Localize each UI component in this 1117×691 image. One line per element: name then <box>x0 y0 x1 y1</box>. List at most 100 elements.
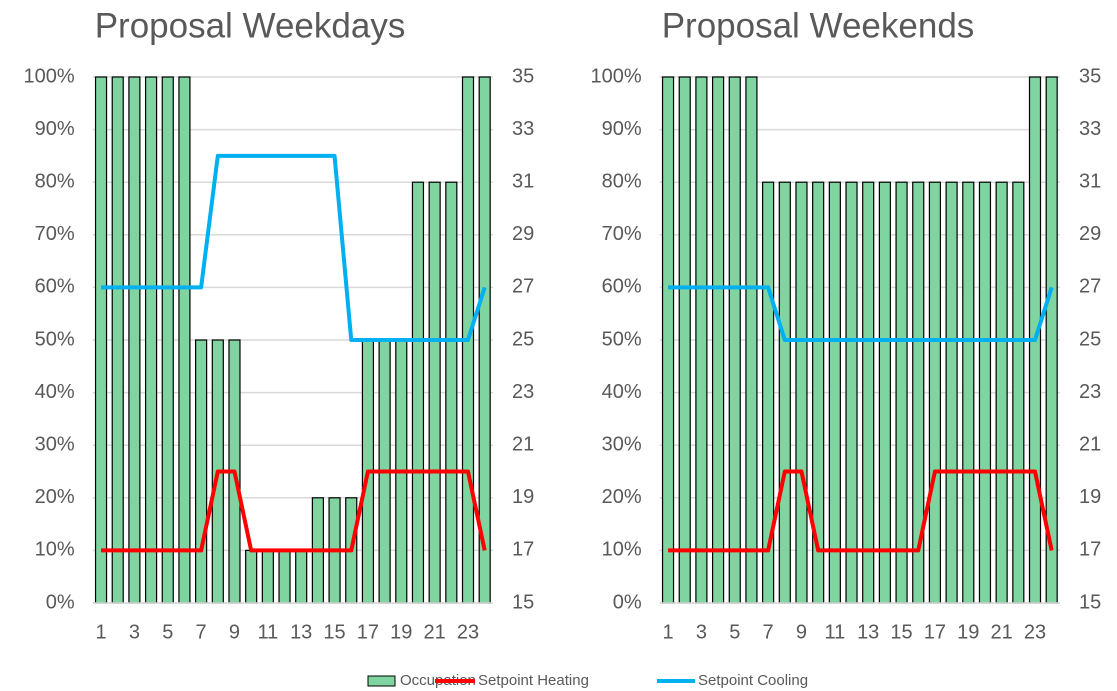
y2-tick-label: 33 <box>512 118 534 140</box>
x-tick-label: 21 <box>991 621 1013 643</box>
y-tick-label: 20% <box>602 486 642 508</box>
y-tick-label: 50% <box>602 328 642 350</box>
x-tick-label: 21 <box>424 621 446 643</box>
bar <box>178 76 191 604</box>
y-tick-label: 10% <box>35 539 75 561</box>
y-tick-label: 20% <box>35 486 75 508</box>
y2-tick-label: 29 <box>1079 223 1101 245</box>
bar <box>845 181 858 604</box>
x-tick-label: 19 <box>957 621 979 643</box>
y-tick-label: 30% <box>602 433 642 455</box>
legend-swatch <box>367 675 396 687</box>
y-tick-label: 70% <box>602 223 642 245</box>
bar <box>778 181 791 604</box>
bar <box>261 549 274 604</box>
bar <box>928 181 942 604</box>
y2-tick-label: 25 <box>512 328 534 350</box>
bar <box>445 181 458 604</box>
y2-tick-label: 27 <box>1079 276 1101 298</box>
y-tick-label: 100% <box>24 65 75 87</box>
y-tick-label: 0% <box>613 591 642 613</box>
x-tick-label: 9 <box>796 621 807 643</box>
bar <box>111 76 124 604</box>
bar <box>128 76 141 604</box>
y2-tick-label: 35 <box>1079 65 1101 87</box>
bar <box>428 181 441 604</box>
bar <box>295 549 308 604</box>
legend-label: Setpoint Cooling <box>698 672 808 689</box>
bar <box>161 76 174 604</box>
x-tick-label: 13 <box>857 621 879 643</box>
y2-tick-label: 15 <box>1079 591 1101 613</box>
y-tick-label: 40% <box>602 381 642 403</box>
y2-tick-label: 23 <box>1079 381 1101 403</box>
bar <box>962 181 975 604</box>
bar <box>411 181 425 604</box>
y2-tick-label: 19 <box>1079 486 1101 508</box>
x-tick-label: 11 <box>824 621 845 643</box>
y-tick-label: 30% <box>35 433 75 455</box>
series-line <box>668 285 1054 342</box>
bar <box>144 76 158 604</box>
y2-tick-label: 15 <box>512 591 534 613</box>
x-tick-label: 9 <box>229 621 240 643</box>
bar <box>278 549 291 604</box>
y-tick-label: 0% <box>46 591 75 613</box>
bar <box>895 181 908 604</box>
x-tick-label: 5 <box>729 621 740 643</box>
x-tick-label: 7 <box>196 621 207 643</box>
y-tick-label: 60% <box>602 276 642 298</box>
x-tick-label: 17 <box>924 621 946 643</box>
x-tick-label: 3 <box>129 621 140 643</box>
y2-tick-label: 33 <box>1079 118 1101 140</box>
bar <box>728 76 741 604</box>
bar <box>978 181 992 604</box>
bar <box>1012 181 1025 604</box>
x-tick-label: 1 <box>95 621 106 643</box>
bar <box>678 76 691 604</box>
y2-tick-label: 25 <box>1079 328 1101 350</box>
y2-tick-label: 21 <box>1079 433 1101 455</box>
x-tick-label: 3 <box>696 621 707 643</box>
y-tick-label: 90% <box>35 118 75 140</box>
y-tick-label: 70% <box>35 223 75 245</box>
y2-tick-label: 27 <box>512 276 534 298</box>
bar <box>94 76 108 604</box>
x-tick-label: 23 <box>1024 621 1046 643</box>
bar <box>661 76 675 604</box>
bar <box>195 339 208 604</box>
bar <box>862 181 875 604</box>
x-tick-label: 7 <box>763 621 774 643</box>
y2-tick-label: 17 <box>512 539 534 561</box>
x-tick-label: 11 <box>257 621 278 643</box>
x-tick-label: 23 <box>457 621 479 643</box>
x-tick-label: 19 <box>390 621 412 643</box>
bar <box>695 76 708 604</box>
x-tick-label: 1 <box>662 621 673 643</box>
bar <box>745 76 758 604</box>
x-tick-label: 15 <box>323 621 345 643</box>
bar <box>828 181 841 604</box>
bar <box>795 181 808 604</box>
y2-tick-label: 31 <box>1079 170 1101 192</box>
y-tick-label: 60% <box>35 276 75 298</box>
y2-tick-label: 19 <box>512 486 534 508</box>
series-line <box>668 469 1054 553</box>
bar <box>995 181 1008 604</box>
x-tick-label: 17 <box>357 621 379 643</box>
y2-tick-label: 21 <box>512 433 534 455</box>
chart-title: Proposal Weekdays <box>95 6 406 45</box>
y-tick-label: 90% <box>602 118 642 140</box>
y-tick-label: 40% <box>35 381 75 403</box>
x-tick-label: 5 <box>162 621 173 643</box>
x-tick-label: 13 <box>290 621 312 643</box>
bar <box>245 549 258 604</box>
y2-tick-label: 17 <box>1079 539 1101 561</box>
series-line <box>101 153 487 342</box>
y2-tick-label: 31 <box>512 170 534 192</box>
legend-label: Setpoint Heating <box>478 672 589 689</box>
y2-tick-label: 35 <box>512 65 534 87</box>
y2-tick-label: 23 <box>512 381 534 403</box>
y-tick-label: 80% <box>35 170 75 192</box>
y-tick-label: 50% <box>35 328 75 350</box>
